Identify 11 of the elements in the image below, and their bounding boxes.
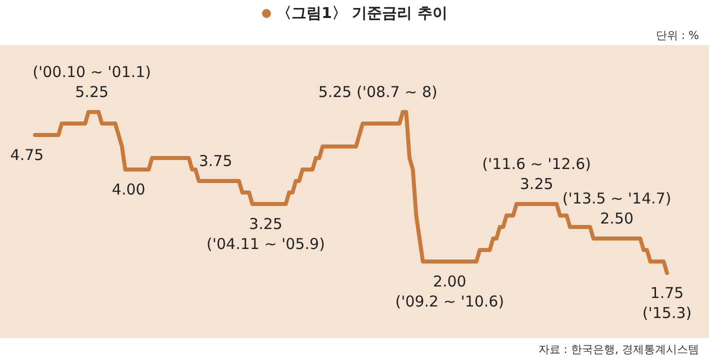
data-label: 2.00 ('09.2 ~ '10.6) (395, 272, 504, 310)
data-label: 3.25 ('04.11 ~ '05.9) (206, 215, 325, 253)
text: 단위 : % (656, 28, 699, 43)
data-label: ('00.10 ~ '01.1) 5.25 (32, 63, 152, 101)
text: 자료 : 한국은행, 경제통계시스템 (538, 342, 699, 357)
data-label: 3.75 (198, 152, 232, 170)
data-label: 4.75 (10, 146, 44, 164)
data-label: 4.00 (112, 180, 146, 198)
data-label: 5.25 ('08.7 ~ 8) (318, 83, 438, 101)
chart-title: 〈그림1〉 기준금리 추이 (276, 4, 448, 22)
data-label: 1.75 ('15.3) (642, 284, 692, 322)
